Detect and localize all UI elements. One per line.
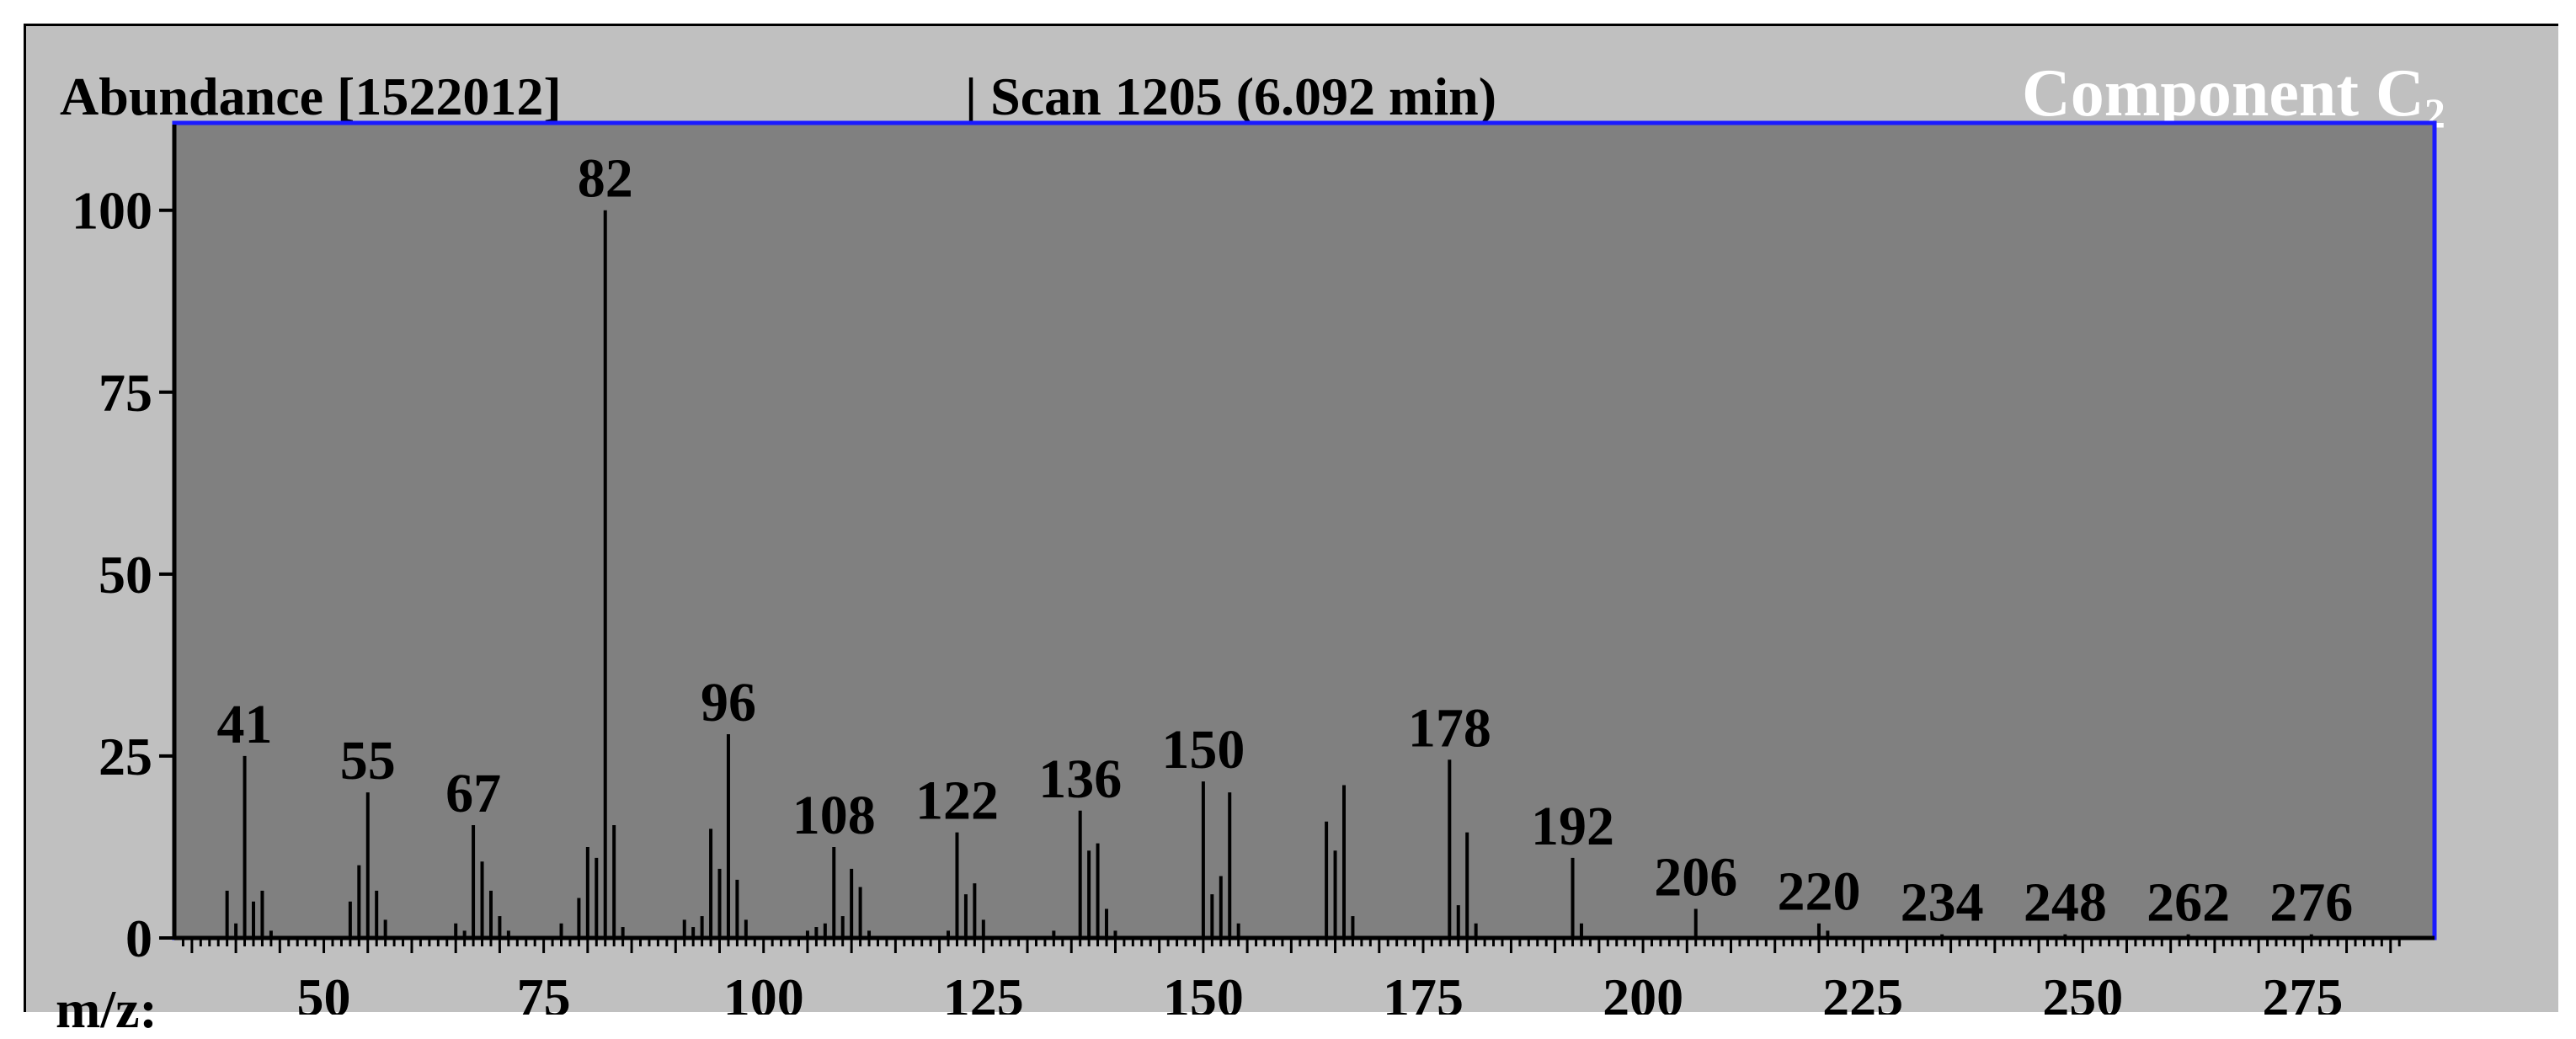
x-tick-label: 100 <box>723 967 804 1015</box>
component-label: Component C2 <box>2022 60 2445 134</box>
x-tick-label: 250 <box>2042 967 2123 1015</box>
y-tick-label: 25 <box>99 727 152 786</box>
plot-area <box>172 120 2437 940</box>
peak-label: 108 <box>792 785 876 846</box>
x-tick-label: 275 <box>2262 967 2343 1015</box>
peak-label: 122 <box>915 770 999 832</box>
x-tick-label: 225 <box>1822 967 1903 1015</box>
peak-label: 248 <box>2024 872 2107 934</box>
x-tick-label: 175 <box>1383 967 1464 1015</box>
scan-label: | Scan 1205 (6.092 min) <box>965 67 1496 126</box>
x-tick-label: 50 <box>297 967 351 1015</box>
peak-label: 206 <box>1654 846 1737 908</box>
peak-label: 41 <box>217 694 273 755</box>
peak-label: 136 <box>1038 749 1122 810</box>
peak-label: 96 <box>701 672 756 733</box>
y-tick-label: 50 <box>99 545 152 605</box>
peak-label: 276 <box>2269 872 2353 934</box>
peak-label: 262 <box>2147 872 2230 934</box>
x-axis-label: m/z: <box>56 979 157 1039</box>
peak-label: 150 <box>1161 719 1245 781</box>
y-tick-label: 100 <box>72 181 152 241</box>
component-text: Component C <box>2022 56 2424 131</box>
peak-label: 55 <box>340 730 396 791</box>
peak-label: 178 <box>1408 697 1491 759</box>
peak-label: 234 <box>1901 872 1984 934</box>
peak-label: 67 <box>445 763 501 824</box>
mass-spectrum-chart: 0 25 50 75 100 50 75 100 125 150 175 200 225 250 275 41… <box>72 120 2437 1015</box>
peak-label: 192 <box>1531 796 1614 857</box>
x-tick-label: 150 <box>1163 967 1244 1015</box>
y-tick-label: 0 <box>125 908 152 968</box>
abundance-label: Abundance [1522012] <box>60 67 562 126</box>
x-tick-label: 75 <box>517 967 571 1015</box>
peak-label: 82 <box>578 148 633 210</box>
y-tick-label: 75 <box>99 363 152 423</box>
spectrum-panel: Abundance [1522012] | Scan 1205 (6.092 m… <box>24 24 2558 1036</box>
peak-label: 220 <box>1777 861 1860 923</box>
x-tick-label: 125 <box>943 967 1024 1015</box>
x-tick-label: 200 <box>1603 967 1683 1015</box>
